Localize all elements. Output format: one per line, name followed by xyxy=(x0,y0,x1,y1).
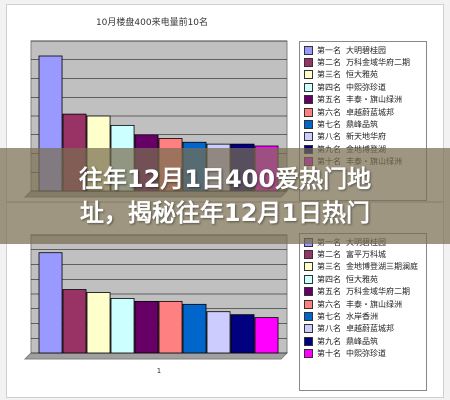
legend-item: 第五名 万科金域华府二期 xyxy=(304,286,422,298)
legend-rank: 第三名 xyxy=(317,262,341,272)
legend-label: 卓越蔚蓝城邦 xyxy=(346,324,394,334)
bar xyxy=(230,314,255,354)
legend-item: 第十名 中熙弥珍道 xyxy=(304,348,422,360)
legend-label: 大明碧桂园 xyxy=(346,45,386,55)
headline-line-1: 往年12月1日400爱热门地 xyxy=(78,165,372,193)
legend-swatch xyxy=(304,82,313,92)
legend-swatch xyxy=(304,312,313,322)
bar xyxy=(206,311,231,354)
legend-label: 丰泰・旗山绿洲 xyxy=(346,299,402,309)
legend-label: 中熙弥珍道 xyxy=(346,349,386,359)
bottom-chart-legend: 第一名大明碧桂园第二名富平万科城第三名金地博登湖三期澜庭第四名恒大雅苑第五名万科… xyxy=(299,233,427,391)
legend-rank: 第七名 xyxy=(317,120,341,130)
headline-line-2: 址，揭秘往年12月1日热门 xyxy=(79,199,371,227)
legend-rank: 第二名 xyxy=(317,250,341,260)
bar xyxy=(158,300,183,354)
legend-item: 第六名 卓越蔚蓝城邦 xyxy=(304,106,422,118)
legend-label: 鼎峰品筑 xyxy=(346,120,378,130)
legend-label: 恒大雅苑 xyxy=(346,274,378,284)
legend-item: 第三名 金地博登湖三期澜庭 xyxy=(304,261,422,273)
bar xyxy=(62,289,87,354)
bar xyxy=(182,303,207,354)
legend-item: 第七名 水岸香洲 xyxy=(304,310,422,322)
legend-label: 水岸香洲 xyxy=(346,312,378,322)
legend-label: 鼎峰品筑 xyxy=(346,336,378,346)
bar xyxy=(110,298,135,354)
bottom-chart: 1 第一名大明碧桂园第二名富平万科城第三名金地博登湖三期澜庭第四名恒大雅苑第五名… xyxy=(6,202,444,398)
legend-item: 第八名 卓越蔚蓝城邦 xyxy=(304,323,422,335)
legend-rank: 第三名 xyxy=(317,70,341,80)
legend-item: 第六名 丰泰・旗山绿洲 xyxy=(304,298,422,310)
legend-swatch xyxy=(304,45,313,55)
headline-banner: 往年12月1日400爱热门地 址，揭秘往年12月1日热门 xyxy=(0,148,450,244)
legend-rank: 第四名 xyxy=(317,274,341,284)
legend-swatch xyxy=(304,262,313,272)
legend-item: 第二名 万科金域华府二期 xyxy=(304,56,422,68)
legend-label: 丰泰・旗山绿洲 xyxy=(346,95,402,105)
legend-swatch xyxy=(304,132,313,142)
legend-rank: 第五名 xyxy=(317,95,341,105)
legend-label: 新天地华府 xyxy=(346,132,386,142)
top-chart-title: 10月楼盘400来电量前10名 xyxy=(95,18,209,28)
legend-rank: 第七名 xyxy=(317,312,341,322)
legend-label: 富平万科城 xyxy=(346,250,386,260)
legend-rank: 第八名 xyxy=(317,132,341,142)
legend-swatch xyxy=(304,349,313,359)
legend-rank: 第四名 xyxy=(317,82,341,92)
legend-rank: 第九名 xyxy=(317,336,341,346)
legend-label: 金地博登湖三期澜庭 xyxy=(346,262,418,272)
legend-swatch xyxy=(304,70,313,80)
legend-item: 第九名 鼎峰品筑 xyxy=(304,335,422,347)
legend-label: 中熙弥珍道 xyxy=(346,82,386,92)
legend-rank: 第五名 xyxy=(317,287,341,297)
legend-item: 第一名大明碧桂园 xyxy=(304,44,422,56)
legend-item: 第四名 恒大雅苑 xyxy=(304,273,422,285)
legend-swatch xyxy=(304,287,313,297)
legend-rank: 第十名 xyxy=(317,349,341,359)
legend-swatch xyxy=(304,120,313,130)
legend-swatch xyxy=(304,58,313,68)
legend-rank: 第二名 xyxy=(317,58,341,68)
legend-swatch xyxy=(304,299,313,309)
legend-swatch xyxy=(304,95,313,105)
bar xyxy=(86,292,111,354)
legend-swatch xyxy=(304,324,313,334)
legend-item: 第三名 恒大雅苑 xyxy=(304,69,422,81)
legend-rank: 第六名 xyxy=(317,299,341,309)
legend-swatch xyxy=(304,250,313,260)
legend-swatch xyxy=(304,336,313,346)
bar xyxy=(254,317,279,354)
legend-item: 第四名 中熙弥珍道 xyxy=(304,81,422,93)
bar xyxy=(38,252,63,354)
legend-label: 恒大雅苑 xyxy=(346,70,378,80)
bar xyxy=(134,300,159,354)
legend-swatch xyxy=(304,274,313,284)
legend-item: 第五名 丰泰・旗山绿洲 xyxy=(304,94,422,106)
legend-rank: 第八名 xyxy=(317,324,341,334)
legend-rank: 第一名 xyxy=(317,45,341,55)
legend-label: 万科金域华府二期 xyxy=(346,287,410,297)
legend-label: 万科金域华府二期 xyxy=(346,58,410,68)
legend-label: 卓越蔚蓝城邦 xyxy=(346,107,394,117)
legend-item: 第二名 富平万科城 xyxy=(304,248,422,260)
legend-rank: 第六名 xyxy=(317,107,341,117)
plot-floor xyxy=(23,352,289,360)
legend-swatch xyxy=(304,107,313,117)
legend-item: 第八名 新天地华府 xyxy=(304,131,422,143)
legend-item: 第七名 鼎峰品筑 xyxy=(304,118,422,130)
bottom-chart-plot: 1 xyxy=(23,234,289,375)
x-tick-label: 1 xyxy=(157,367,161,375)
